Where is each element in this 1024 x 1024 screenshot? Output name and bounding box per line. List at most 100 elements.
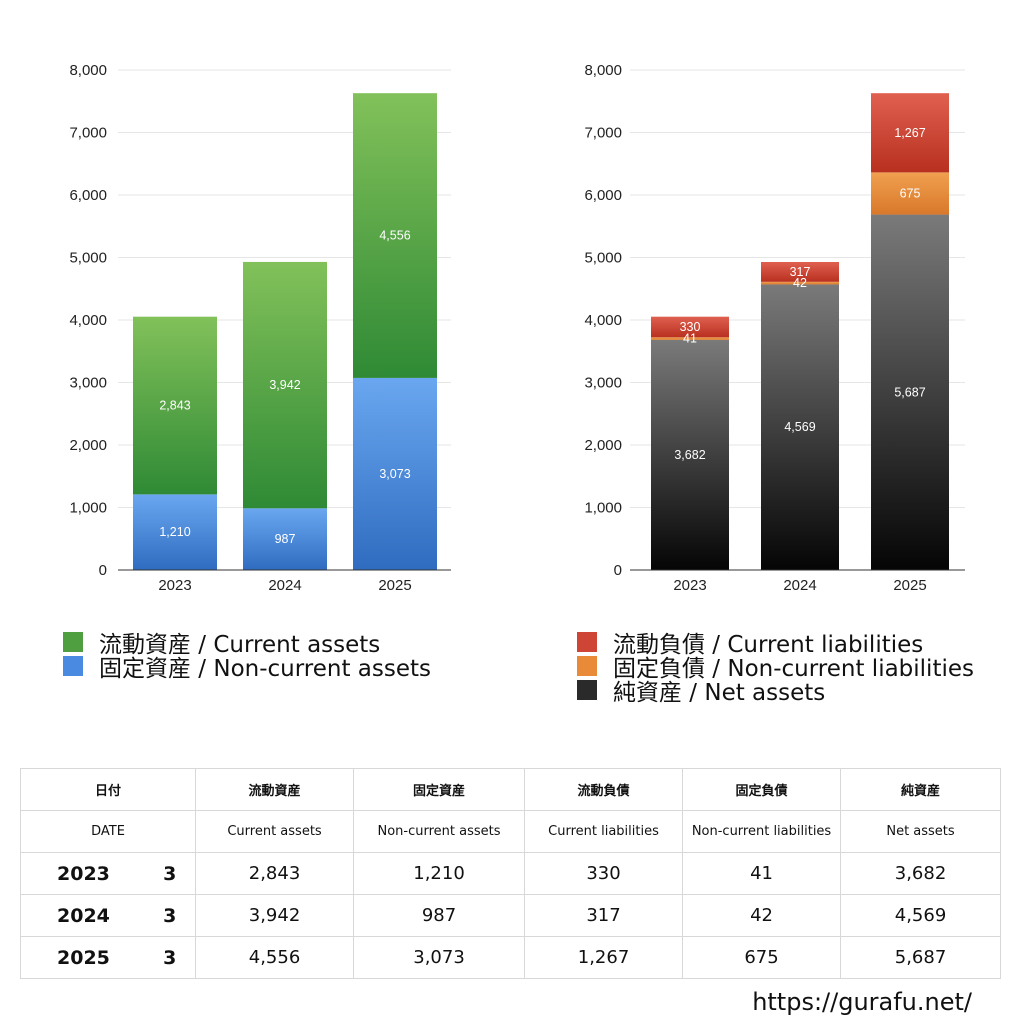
cell-current-liabilities: 330 xyxy=(524,852,684,895)
data-label: 3,682 xyxy=(674,448,705,462)
cell-non-current-liabilities: 42 xyxy=(682,894,842,937)
x-tick-label: 2023 xyxy=(673,577,706,594)
row-month: 3 xyxy=(144,936,197,979)
cell-non-current-liabilities: 41 xyxy=(682,852,842,895)
footer-url[interactable]: https://gurafu.net/ xyxy=(752,988,972,1016)
y-tick-label: 7,000 xyxy=(69,125,107,142)
bar-segment xyxy=(871,214,949,570)
data-label: 1,267 xyxy=(894,126,925,140)
data-label: 317 xyxy=(790,265,811,279)
bar-segment xyxy=(651,337,729,340)
cell-net-assets: 4,569 xyxy=(840,894,1002,937)
legend-swatch xyxy=(577,656,597,676)
cell-non-current-assets: 3,073 xyxy=(353,936,526,979)
y-tick-label: 1,000 xyxy=(69,500,107,517)
header-non-current-liabilities: 固定負債 xyxy=(682,768,842,811)
data-label: 3,942 xyxy=(269,378,300,392)
cell-net-assets: 3,682 xyxy=(840,852,1002,895)
y-tick-label: 6,000 xyxy=(584,187,622,204)
cell-current-assets: 2,843 xyxy=(195,852,355,895)
y-tick-label: 4,000 xyxy=(69,312,107,329)
data-label: 5,687 xyxy=(894,385,925,399)
table-row: 2023 3 2,843 1,210 330 41 3,682 xyxy=(20,852,1002,895)
bar-segment xyxy=(761,281,839,285)
y-tick-label: 3,000 xyxy=(584,375,622,392)
bar-segment xyxy=(243,508,327,570)
header-non-current-assets: 固定資産 xyxy=(353,768,526,811)
y-tick-label: 7,000 xyxy=(584,125,622,142)
cell-net-assets: 5,687 xyxy=(840,936,1002,979)
subheader-non-current-assets: Non-current assets xyxy=(353,810,526,853)
row-month: 3 xyxy=(144,852,197,895)
y-tick-label: 5,000 xyxy=(69,250,107,267)
assets-chart: 0 1,000 2,000 3,000 4,000 5,000 6,000 7,000 8,00… xyxy=(69,62,451,594)
header-current-assets: 流動資産 xyxy=(195,768,355,811)
bar-segment xyxy=(243,261,327,509)
cell-non-current-assets: 987 xyxy=(353,894,526,937)
table-subheader-row: DATE Current assets Non-current assets C… xyxy=(19,810,1002,853)
data-label: 4,569 xyxy=(784,420,815,434)
data-label: 330 xyxy=(680,320,701,334)
legend-item-current-liabilities: 流動負債 / Current liabilities xyxy=(577,630,974,658)
y-tick-label: 2,000 xyxy=(69,437,107,454)
subheader-non-current-liabilities: Non-current liabilities xyxy=(682,810,842,853)
bar-segment xyxy=(133,494,217,570)
legend-swatch xyxy=(577,680,597,700)
y-tick-label: 8,000 xyxy=(584,62,622,79)
table-row: 2024 3 3,942 987 317 42 4,569 xyxy=(20,894,1002,937)
data-label: 41 xyxy=(683,332,697,346)
legend-label: 固定負債 / Non-current liabilities xyxy=(613,656,974,682)
data-label: 42 xyxy=(793,276,807,290)
data-label: 675 xyxy=(900,186,921,200)
header-date: 日付 xyxy=(19,768,197,811)
legend-swatch xyxy=(63,656,83,676)
liabilities-chart: 0 1,000 2,000 3,000 4,000 5,000 6,000 7,000 8,00… xyxy=(584,62,965,594)
data-label: 987 xyxy=(275,532,296,546)
legend-swatch xyxy=(577,632,597,652)
x-tick-label: 2025 xyxy=(893,577,926,594)
header-current-liabilities: 流動負債 xyxy=(524,768,684,811)
table-header-row: 日付 流動資産 固定資産 流動負債 固定負債 純資産 xyxy=(19,768,1002,811)
bar-segment xyxy=(761,284,839,570)
legend-label: 流動負債 / Current liabilities xyxy=(613,632,924,658)
bar-segment xyxy=(353,93,437,378)
row-year: 2025 xyxy=(20,936,145,979)
bar-segment xyxy=(353,377,437,570)
subheader-date: DATE xyxy=(19,810,197,853)
data-label: 1,210 xyxy=(159,525,190,539)
x-tick-label: 2025 xyxy=(378,577,411,594)
bar-segment xyxy=(133,316,217,495)
header-net-assets: 純資産 xyxy=(840,768,1002,811)
y-tick-label: 0 xyxy=(99,562,107,579)
row-year: 2023 xyxy=(20,852,145,895)
bar-segment xyxy=(651,339,729,570)
legend-swatch xyxy=(63,632,83,652)
y-tick-label: 5,000 xyxy=(584,250,622,267)
subheader-net-assets: Net assets xyxy=(840,810,1002,853)
cell-current-liabilities: 317 xyxy=(524,894,684,937)
x-tick-label: 2024 xyxy=(783,577,816,594)
y-tick-label: 6,000 xyxy=(69,187,107,204)
legend-label: 固定資産 / Non-current assets xyxy=(99,656,432,682)
bar-segment xyxy=(871,93,949,173)
y-tick-label: 4,000 xyxy=(584,312,622,329)
cell-current-liabilities: 1,267 xyxy=(524,936,684,979)
y-tick-label: 3,000 xyxy=(69,375,107,392)
x-tick-label: 2023 xyxy=(158,577,191,594)
subheader-current-liabilities: Current liabilities xyxy=(524,810,684,853)
cell-non-current-liabilities: 675 xyxy=(682,936,842,979)
bar-segment xyxy=(871,172,949,215)
data-label: 3,073 xyxy=(379,467,410,481)
y-tick-label: 1,000 xyxy=(584,500,622,517)
legend-item-non-current-assets: 固定資産 / Non-current assets xyxy=(63,654,431,682)
cell-current-assets: 3,942 xyxy=(195,894,355,937)
table-row: 2025 3 4,556 3,073 1,267 675 5,687 xyxy=(20,936,1002,979)
data-label: 4,556 xyxy=(379,229,410,243)
bar-segment xyxy=(761,262,839,282)
data-label: 2,843 xyxy=(159,399,190,413)
row-year: 2024 xyxy=(20,894,145,937)
y-tick-label: 8,000 xyxy=(69,62,107,79)
y-tick-label: 2,000 xyxy=(584,437,622,454)
subheader-current-assets: Current assets xyxy=(195,810,355,853)
balance-sheet-table: 日付 流動資産 固定資産 流動負債 固定負債 純資産 DATE Current … xyxy=(19,768,1002,979)
